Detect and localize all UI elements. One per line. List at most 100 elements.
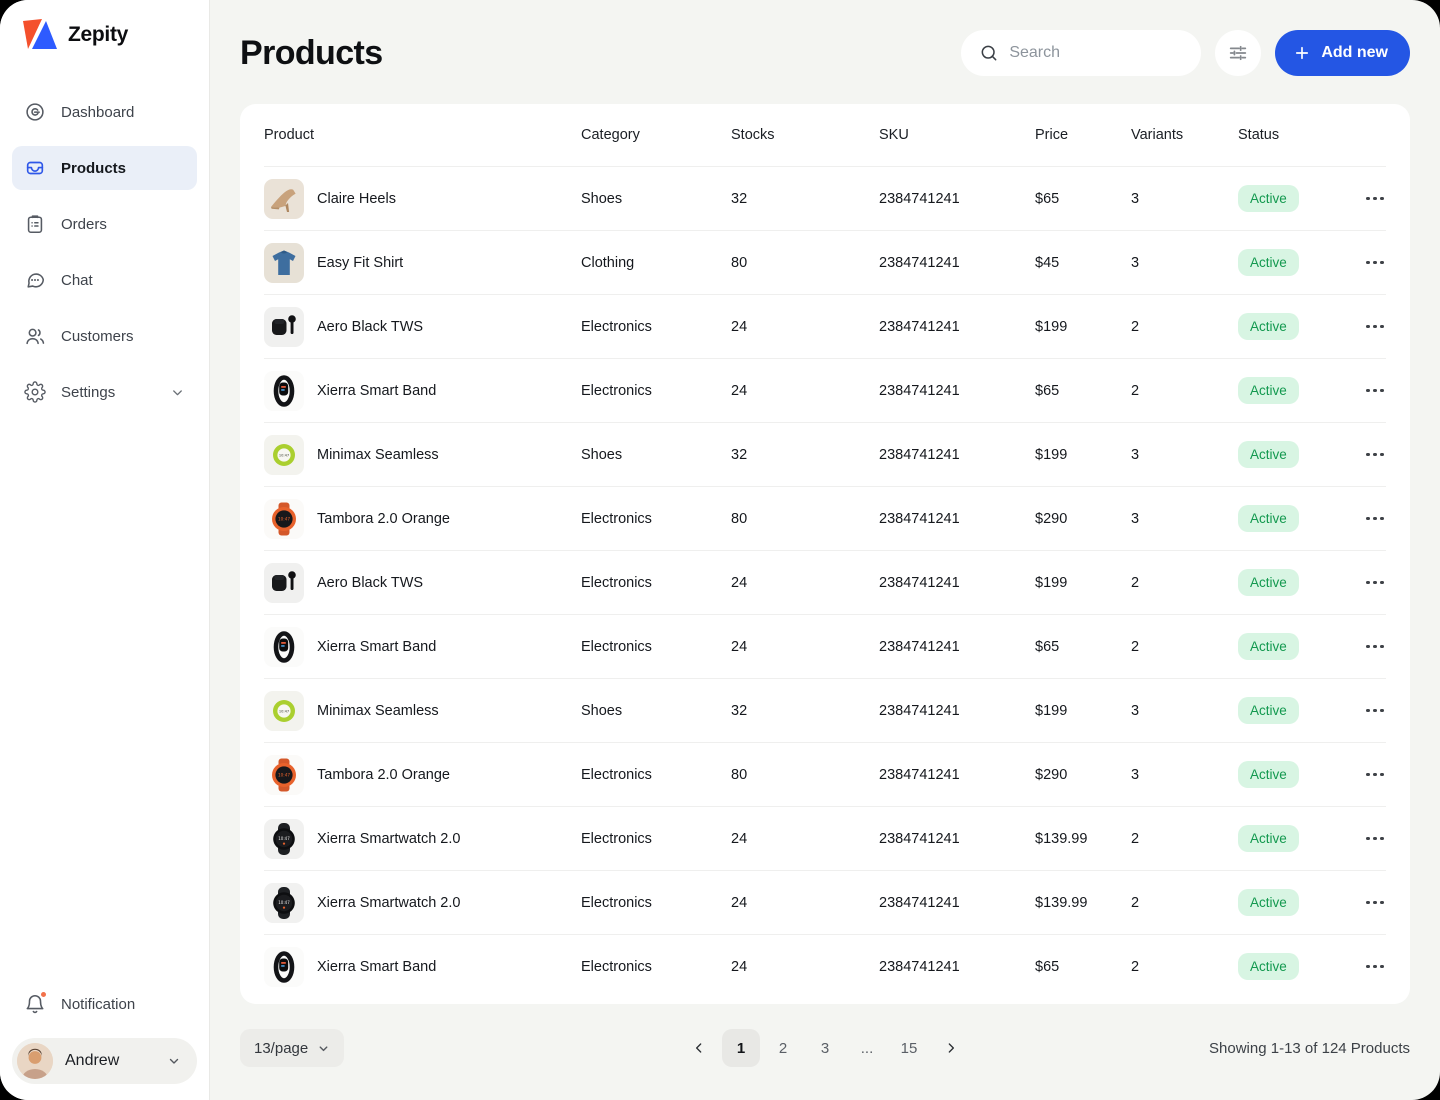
product-sku: 2384741241 — [879, 830, 960, 847]
row-actions-button[interactable] — [1364, 957, 1386, 977]
sidebar-item-orders[interactable]: Orders — [12, 202, 197, 246]
product-price: $45 — [1035, 254, 1060, 271]
product-name: Xierra Smartwatch 2.0 — [317, 894, 461, 911]
next-page-button[interactable] — [932, 1029, 970, 1067]
product-category: Electronics — [581, 574, 652, 591]
brand-name: Zepity — [68, 23, 129, 46]
row-actions-button[interactable] — [1364, 701, 1386, 721]
sidebar-item-label: Customers — [61, 327, 134, 345]
row-actions-button[interactable] — [1364, 829, 1386, 849]
row-actions-button[interactable] — [1364, 317, 1386, 337]
page-size-select[interactable]: 13/page — [240, 1029, 345, 1067]
page-size-label: 13/page — [254, 1039, 309, 1057]
sidebar-item-customers[interactable]: Customers — [12, 314, 197, 358]
status-badge: Active — [1238, 569, 1299, 596]
svg-text:10:47: 10:47 — [279, 453, 289, 457]
settings-icon — [24, 381, 46, 403]
status-badge: Active — [1238, 441, 1299, 468]
product-variants: 2 — [1131, 382, 1140, 399]
page-button-3[interactable]: 3 — [806, 1029, 844, 1067]
row-actions-button[interactable] — [1364, 893, 1386, 913]
status-badge: Active — [1238, 633, 1299, 660]
customers-icon — [24, 325, 46, 347]
product-stocks: 80 — [731, 254, 748, 271]
sidebar-item-label: Orders — [61, 215, 107, 233]
sidebar-item-dashboard[interactable]: Dashboard — [12, 90, 197, 134]
table-row: Aero Black TWS Electronics 24 2384741241… — [264, 550, 1386, 614]
chevron-left-icon — [696, 1043, 702, 1053]
bell-icon — [24, 990, 48, 1015]
svg-text:10:47: 10:47 — [278, 772, 290, 777]
product-stocks: 24 — [731, 574, 748, 591]
product-sku: 2384741241 — [879, 318, 960, 335]
product-price: $65 — [1035, 382, 1060, 399]
product-name: Tambora 2.0 Orange — [317, 766, 450, 783]
search-bar — [961, 30, 1202, 76]
product-sku: 2384741241 — [879, 574, 960, 591]
sidebar-nav: Dashboard Products Orders Chat Customers Sett… — [0, 58, 209, 982]
row-actions-button[interactable] — [1364, 765, 1386, 785]
table-row: Claire Heels Shoes 32 2384741241 $65 3 A… — [264, 166, 1386, 230]
search-input[interactable] — [1009, 44, 1184, 62]
product-sku: 2384741241 — [879, 382, 960, 399]
sidebar-item-label: Products — [61, 159, 127, 177]
table-row: Xierra Smart Band Electronics 24 2384741… — [264, 934, 1386, 998]
product-name: Claire Heels — [317, 190, 396, 207]
product-name: Xierra Smartwatch 2.0 — [317, 830, 461, 847]
row-actions-button[interactable] — [1364, 381, 1386, 401]
products-table-card: Product Category Stocks SKU Price Varian… — [240, 104, 1410, 1004]
sidebar-item-settings[interactable]: Settings — [12, 370, 197, 414]
product-price: $65 — [1035, 638, 1060, 655]
product-variants: 2 — [1131, 894, 1140, 911]
row-actions-button[interactable] — [1364, 509, 1386, 529]
notification-button[interactable]: Notification — [12, 982, 197, 1026]
product-name: Xierra Smart Band — [317, 638, 437, 655]
row-actions-button[interactable] — [1364, 637, 1386, 657]
row-actions-button[interactable] — [1364, 189, 1386, 209]
product-sku: 2384741241 — [879, 894, 960, 911]
product-name: Minimax Seamless — [317, 702, 439, 719]
chevron-down-icon — [319, 1045, 328, 1051]
add-new-button[interactable]: Add new — [1275, 30, 1410, 76]
table-row: Aero Black TWS Electronics 24 2384741241… — [264, 294, 1386, 358]
page-button-15[interactable]: 15 — [890, 1029, 928, 1067]
row-actions-button[interactable] — [1364, 253, 1386, 273]
table-row: Xierra Smart Band Electronics 24 2384741… — [264, 358, 1386, 422]
status-badge: Active — [1238, 761, 1299, 788]
row-actions-button[interactable] — [1364, 445, 1386, 465]
product-category: Shoes — [581, 446, 623, 463]
page-controls: 1 2 3... 15 — [680, 1029, 970, 1067]
plus-icon — [1296, 46, 1309, 60]
status-badge: Active — [1238, 889, 1299, 916]
product-category: Electronics — [581, 766, 652, 783]
sidebar-item-products[interactable]: Products — [12, 146, 197, 190]
product-name: Tambora 2.0 Orange — [317, 510, 450, 527]
product-stocks: 24 — [731, 638, 748, 655]
user-menu[interactable]: Andrew — [12, 1038, 197, 1084]
topbar-actions: Add new — [961, 30, 1410, 76]
product-name: Xierra Smart Band — [317, 382, 437, 399]
filter-button[interactable] — [1215, 30, 1262, 76]
product-category: Electronics — [581, 510, 652, 527]
page-button-1[interactable]: 1 — [722, 1029, 760, 1067]
row-actions-button[interactable] — [1364, 573, 1386, 593]
column-header-category: Category — [581, 127, 640, 143]
table-row: 10:47 Minimax Seamless Shoes 32 23847412… — [264, 422, 1386, 486]
product-variants: 3 — [1131, 510, 1140, 527]
chevron-down-icon — [167, 1054, 181, 1068]
page-button-2[interactable]: 2 — [764, 1029, 802, 1067]
product-category: Shoes — [581, 702, 623, 719]
smart-band-image — [264, 946, 304, 987]
status-badge: Active — [1238, 185, 1299, 212]
shirt-image — [264, 242, 304, 283]
previous-page-button[interactable] — [680, 1029, 718, 1067]
table-row: 10:47 Tambora 2.0 Orange Electronics 80 … — [264, 486, 1386, 550]
page-title: Products — [240, 33, 383, 72]
product-stocks: 24 — [731, 830, 748, 847]
topbar: Products — [240, 28, 1410, 78]
table-row: 10:47 Tambora 2.0 Orange Electronics 80 … — [264, 742, 1386, 806]
avatar — [17, 1043, 53, 1079]
sidebar-item-chat[interactable]: Chat — [12, 258, 197, 302]
product-price: $139.99 — [1035, 830, 1088, 847]
